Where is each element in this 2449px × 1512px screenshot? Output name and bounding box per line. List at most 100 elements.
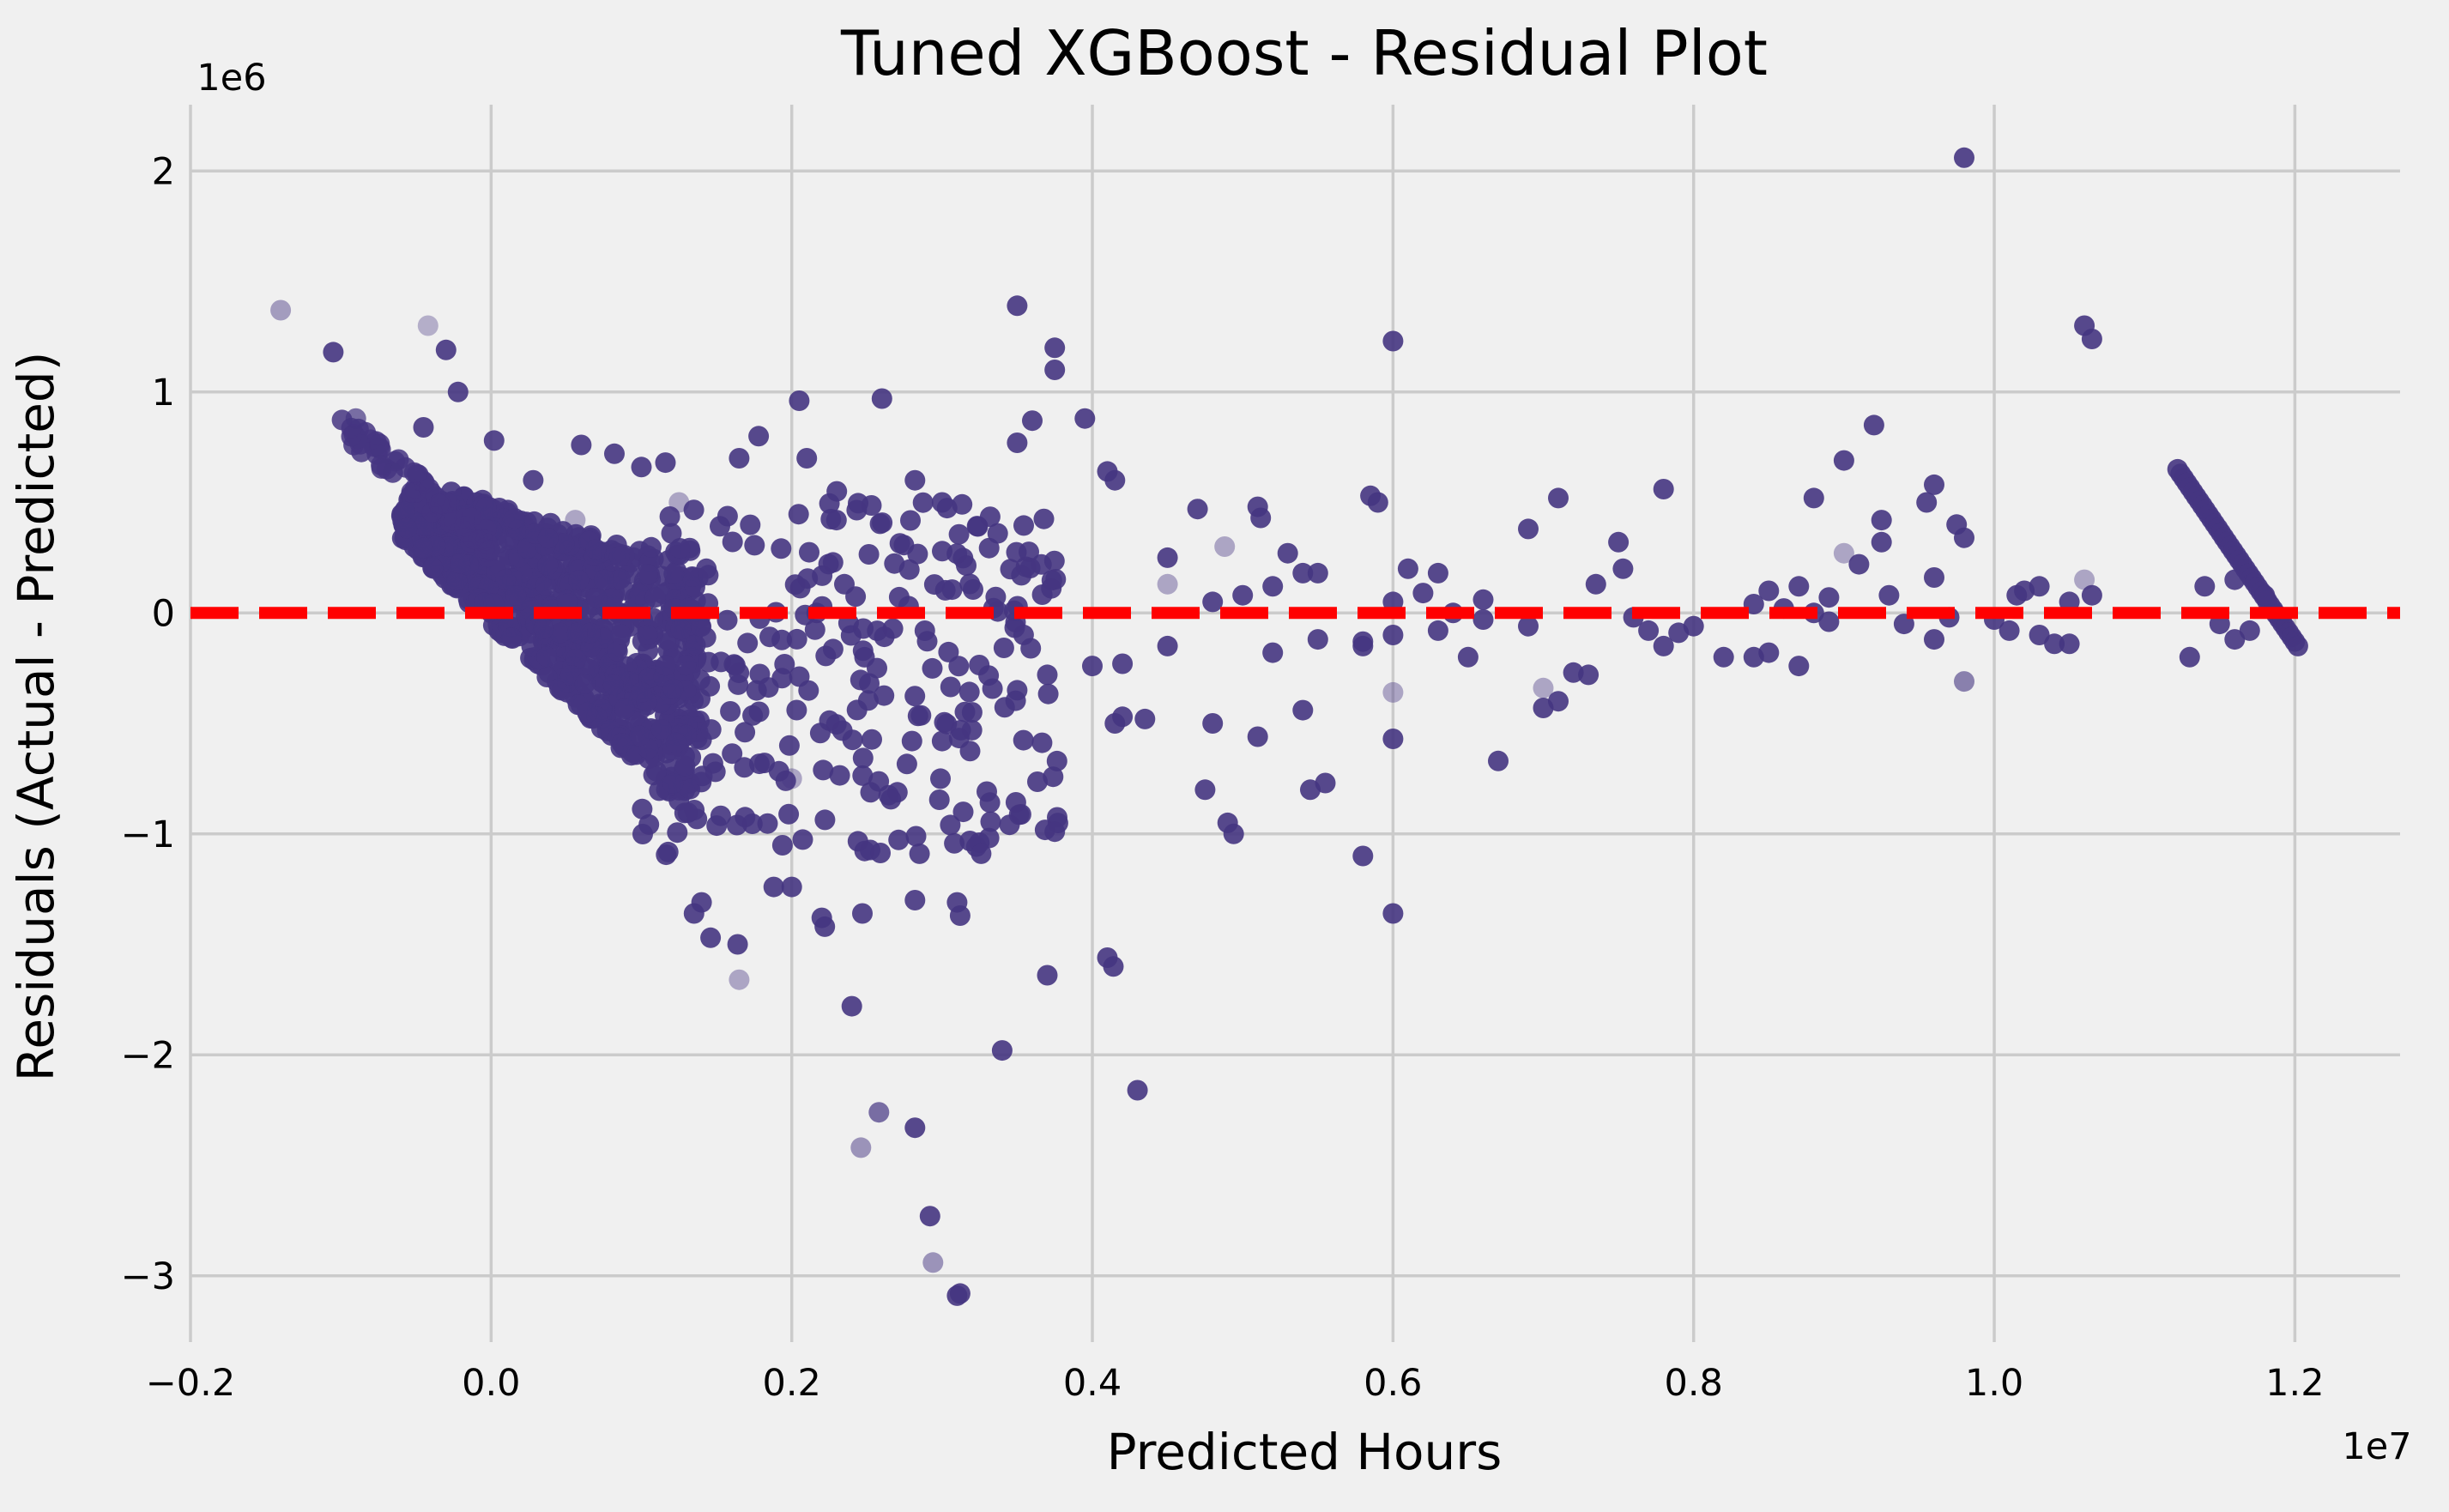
scatter-point — [1202, 591, 1224, 613]
scatter-point — [796, 448, 818, 469]
y-tick-label: −2 — [121, 1034, 175, 1077]
scatter-point — [910, 705, 932, 726]
scatter-point — [710, 516, 730, 537]
scatter-point — [1818, 587, 1840, 608]
scatter-point — [1300, 779, 1321, 801]
scatter-point — [1954, 671, 1974, 692]
scatter-point — [1803, 487, 1824, 509]
scatter-point — [1412, 583, 1434, 604]
scatter-point — [655, 655, 676, 676]
scatter-point — [1612, 558, 1634, 579]
scatter-point — [1007, 295, 1028, 317]
scatter-point — [2254, 584, 2276, 606]
scatter-point — [637, 564, 658, 585]
scatter-point — [1157, 635, 1178, 656]
scatter-point — [1112, 706, 1134, 728]
scatter-point — [1043, 766, 1064, 788]
scatter-point — [884, 553, 905, 574]
scatter-point — [870, 843, 891, 863]
scatter-point — [967, 516, 989, 537]
scatter-point — [700, 719, 722, 741]
scatter-point — [2239, 620, 2260, 641]
scatter-point — [778, 735, 800, 756]
scatter-point — [867, 657, 887, 679]
x-tick-label: 0.6 — [1364, 1362, 1422, 1405]
scatter-point — [905, 826, 927, 847]
y-tick-label: 1 — [152, 372, 175, 414]
scatter-point — [1031, 584, 1053, 605]
scatter-point — [1472, 609, 1494, 630]
scatter-point — [435, 339, 457, 360]
scatter-point — [717, 609, 738, 631]
y-tick-label: 2 — [152, 150, 175, 193]
scatter-point — [523, 469, 544, 491]
scatter-point — [786, 699, 807, 721]
scatter-point — [683, 499, 704, 521]
scatter-point — [537, 554, 559, 576]
scatter-point — [2044, 633, 2065, 655]
scatter-point — [729, 662, 750, 684]
y-offset-label: 1e6 — [197, 57, 266, 100]
scatter-point — [1352, 635, 1374, 656]
scatter-point — [846, 499, 868, 521]
scatter-point — [1924, 567, 1944, 588]
scatter-point — [961, 702, 983, 723]
scatter-point — [1352, 845, 1374, 867]
scatter-point — [749, 663, 771, 685]
scatter-point — [594, 569, 614, 590]
scatter-point — [1157, 573, 1178, 595]
scatter-point — [674, 755, 696, 777]
scatter-point — [813, 759, 834, 781]
scatter-point — [585, 539, 607, 559]
scatter-point — [742, 705, 764, 726]
scatter-point — [720, 701, 741, 722]
scatter-point — [1187, 499, 1208, 520]
scatter-point — [604, 443, 625, 464]
scatter-point — [412, 537, 433, 559]
scatter-point — [1518, 615, 1539, 637]
scatter-point — [919, 1206, 940, 1227]
chart-title: Tuned XGBoost - Residual Plot — [840, 17, 1768, 89]
scatter-point — [1427, 562, 1448, 584]
scatter-point — [815, 645, 837, 667]
scatter-point — [1027, 771, 1048, 792]
scatter-point — [1262, 642, 1284, 663]
scatter-point — [480, 540, 501, 561]
scatter-point — [971, 843, 992, 864]
scatter-point — [1848, 553, 1870, 575]
scatter-point — [661, 523, 682, 544]
scatter-point — [369, 437, 390, 458]
scatter-point — [1007, 680, 1028, 701]
scatter-point — [909, 843, 930, 864]
scatter-point — [669, 538, 691, 559]
scatter-point — [1292, 699, 1314, 721]
scatter-point — [775, 770, 796, 791]
scatter-point — [811, 907, 832, 928]
scatter-point — [1045, 569, 1067, 590]
scatter-point — [394, 501, 415, 523]
scatter-point — [1022, 410, 1043, 432]
scatter-point — [450, 553, 471, 574]
scatter-point — [665, 732, 686, 753]
scatter-point — [1033, 508, 1055, 529]
scatter-point — [1020, 638, 1042, 659]
scatter-point — [871, 388, 892, 409]
scatter-point — [904, 890, 926, 910]
scatter-point — [862, 729, 882, 750]
scatter-point — [2081, 584, 2102, 606]
scatter-point — [944, 832, 965, 854]
scatter-point — [1533, 677, 1554, 699]
scatter-point — [825, 510, 847, 531]
scatter-point — [2224, 629, 2246, 650]
scatter-point — [2074, 569, 2095, 590]
scatter-point — [2179, 646, 2200, 668]
scatter-point — [609, 568, 631, 590]
scatter-point — [549, 622, 571, 644]
scatter-point — [1518, 518, 1539, 540]
x-tick-label: 0.2 — [762, 1362, 820, 1405]
scatter-point — [922, 657, 943, 679]
scatter-point — [880, 789, 902, 810]
scatter-point — [834, 573, 855, 595]
scatter-point — [341, 426, 362, 447]
